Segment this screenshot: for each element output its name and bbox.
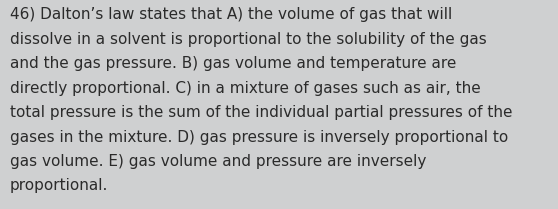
Text: gas volume. E) gas volume and pressure are inversely: gas volume. E) gas volume and pressure a…	[10, 154, 426, 169]
Text: proportional.: proportional.	[10, 178, 108, 194]
Text: directly proportional. C) in a mixture of gases such as air, the: directly proportional. C) in a mixture o…	[10, 81, 481, 96]
Text: 46) Dalton’s law states that A) the volume of gas that will: 46) Dalton’s law states that A) the volu…	[10, 7, 453, 22]
Text: total pressure is the sum of the individual partial pressures of the: total pressure is the sum of the individ…	[10, 105, 513, 120]
Text: gases in the mixture. D) gas pressure is inversely proportional to: gases in the mixture. D) gas pressure is…	[10, 130, 508, 145]
Text: and the gas pressure. B) gas volume and temperature are: and the gas pressure. B) gas volume and …	[10, 56, 456, 71]
Text: dissolve in a solvent is proportional to the solubility of the gas: dissolve in a solvent is proportional to…	[10, 32, 487, 47]
